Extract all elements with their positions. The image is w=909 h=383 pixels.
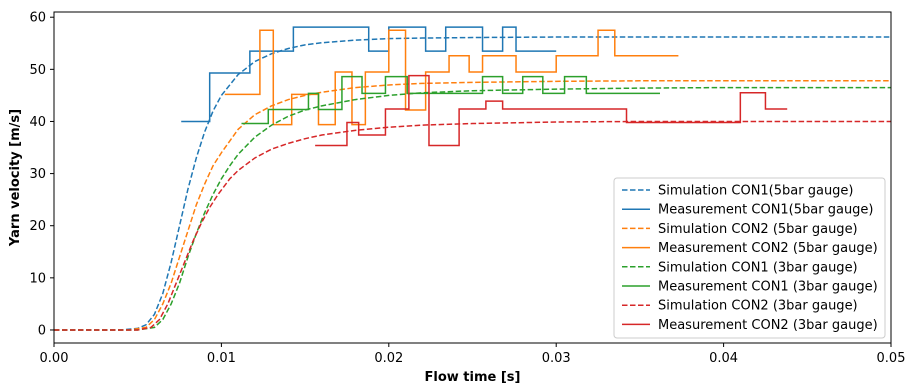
x-axis-label: Flow time [s] (425, 370, 521, 383)
series-line-2 (181, 26, 557, 123)
x-tick-label: 0.04 (709, 351, 738, 366)
legend-label: Simulation CON2 (3bar gauge) (658, 299, 858, 314)
y-axis-label: Yarn velocity [m/s] (8, 109, 23, 247)
legend-label: Simulation CON1 (3bar gauge) (658, 260, 858, 275)
series-line-7 (54, 120, 891, 331)
legend-box (613, 177, 886, 339)
legend-label: Measurement CON1(5bar gauge) (658, 203, 874, 218)
legend-label: Simulation CON1(5bar gauge) (658, 184, 854, 199)
y-tick-label: 60 (29, 11, 46, 26)
y-axis: 0 10 20 30 40 50 60 (29, 11, 54, 338)
y-tick-label: 20 (29, 219, 46, 234)
x-tick-label: 0.02 (374, 351, 403, 366)
series-line-6 (241, 75, 660, 125)
series-layer (54, 26, 891, 331)
y-tick-label: 30 (29, 167, 46, 182)
series-line-5 (54, 86, 891, 331)
y-tick-label: 40 (29, 115, 46, 130)
x-tick-label: 0.05 (877, 351, 906, 366)
legend-label: Simulation CON2 (5bar gauge) (658, 222, 858, 237)
legend-label: Measurement CON2 (5bar gauge) (658, 241, 878, 256)
legend-label: Measurement CON2 (3bar gauge) (658, 318, 878, 333)
series-line-1 (54, 36, 891, 331)
y-tick-label: 10 (29, 271, 46, 286)
series-line-4 (224, 29, 679, 126)
x-axis: 0.00 0.01 0.02 0.03 0.04 0.05 (40, 343, 906, 366)
plot-frame (53, 11, 892, 344)
legend: Simulation CON1(5bar gauge) Measurement C… (613, 177, 886, 339)
y-tick-label: 50 (29, 63, 46, 78)
x-tick-label: 0.01 (207, 351, 236, 366)
series-line-8 (315, 74, 788, 147)
x-tick-label: 0.03 (542, 351, 571, 366)
y-tick-label: 0 (38, 323, 46, 338)
x-tick-label: 0.00 (40, 351, 69, 366)
legend-label: Measurement CON1 (3bar gauge) (658, 280, 878, 295)
series-line-3 (54, 80, 891, 331)
